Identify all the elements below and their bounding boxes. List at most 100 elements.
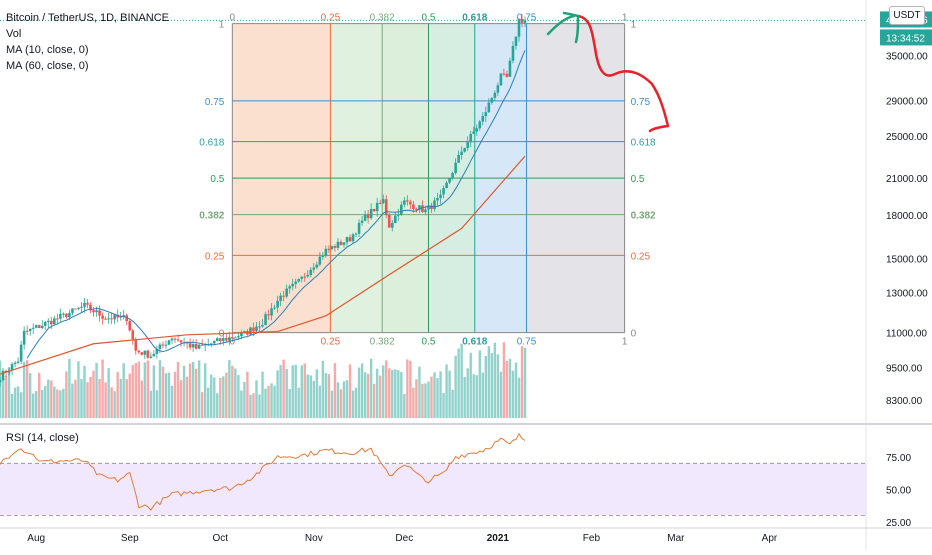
candle-body [490, 97, 494, 103]
red-projection-drawing [576, 14, 670, 133]
volume-bar [294, 364, 297, 418]
volume-bar [463, 376, 466, 418]
volume-bar [478, 350, 481, 418]
price-tick-label: 18000.00 [886, 211, 928, 222]
volume-bar [291, 365, 294, 418]
candle-body [363, 214, 367, 221]
rsi-band [0, 463, 866, 516]
candle-body [252, 327, 255, 331]
volume-bar [469, 352, 472, 418]
time-tick-label: Apr [762, 533, 778, 544]
volume-bar [143, 362, 147, 418]
volume-bar [194, 368, 198, 418]
volume-bar [185, 376, 189, 418]
fib-top-label: 0.25 [321, 13, 341, 24]
candle-body [164, 344, 168, 346]
time-axis: Aug Sep Oct Nov Dec 2021 Feb Mar Apr [27, 533, 778, 544]
volume-bar [270, 383, 273, 418]
fib-left-label: 0.618 [199, 138, 224, 149]
price-tick-label: 8300.00 [886, 396, 923, 407]
volume-bar [38, 372, 41, 418]
volume-bar [348, 364, 352, 418]
volume-bar [451, 389, 454, 418]
symbol-title[interactable]: Bitcoin / TetherUS, 1D, BINANCE [6, 12, 170, 24]
candle-body [261, 325, 264, 327]
volume-bar [475, 375, 478, 418]
volume-bar [228, 359, 231, 418]
candle-body [282, 295, 285, 297]
volume-bar [394, 369, 397, 418]
volume-bar [363, 372, 367, 418]
fib-top-label: 0.618 [462, 13, 487, 24]
volume-bar [354, 387, 358, 418]
price-tick-label: 13000.00 [886, 289, 928, 300]
volume-bar [273, 385, 276, 418]
candle-body [421, 205, 424, 213]
rsi-tick-label: 50.00 [886, 485, 911, 496]
ma60-legend[interactable]: MA (60, close, 0) [6, 60, 89, 72]
volume-bar [493, 342, 497, 418]
candle-body [170, 338, 174, 341]
candle-body [194, 344, 198, 349]
ma10-legend[interactable]: MA (10, close, 0) [6, 44, 89, 56]
ma60-line [0, 155, 526, 375]
candle-body [31, 327, 35, 329]
volume-bar [472, 374, 475, 418]
volume-bar [300, 365, 303, 418]
candle-body [86, 302, 89, 305]
candle-body [366, 214, 370, 219]
volume-bar [445, 364, 448, 418]
volume-bar [424, 383, 427, 418]
fib-right-label: 0.382 [631, 211, 656, 222]
volume-bar [101, 359, 104, 418]
candle-body [454, 162, 457, 173]
volume-bar [318, 385, 322, 418]
volume-bar [1, 378, 5, 418]
candle-body [387, 214, 391, 228]
volume-bar [288, 388, 291, 418]
fib-top-label: 1 [622, 13, 628, 24]
candle-body [315, 264, 319, 268]
volume-bar [53, 386, 56, 418]
fib-bottom-label: 0.75 [517, 337, 537, 348]
candle-body [0, 380, 2, 383]
candle-body [59, 314, 62, 319]
candle-body [146, 350, 150, 358]
volume-bar [86, 382, 89, 418]
price-tick-label: 11000.00 [886, 329, 927, 340]
candle-body [396, 214, 400, 216]
vol-legend[interactable]: Vol [6, 28, 22, 40]
candle-body [514, 36, 518, 46]
volume-bar [418, 366, 421, 418]
candle-body [188, 343, 192, 348]
volume-bar [282, 359, 285, 418]
volume-bar [460, 343, 463, 418]
currency-badge[interactable]: USDT [889, 6, 925, 25]
price-tick-label: 25000.00 [886, 132, 928, 143]
volume-bar [203, 363, 207, 418]
volume-bar [182, 365, 186, 418]
fib-right-label: 0.618 [631, 138, 656, 149]
candle-body [418, 205, 421, 210]
volume-bar [134, 363, 137, 418]
volume-bar [179, 380, 183, 418]
candle-body [62, 313, 65, 315]
rsi-legend[interactable]: RSI (14, close) [6, 432, 79, 444]
candle-body [200, 344, 204, 346]
volume-bar [375, 368, 379, 418]
time-tick-label: Dec [395, 533, 413, 544]
volume-bar [116, 371, 119, 418]
volume-bar [231, 365, 234, 418]
candle-body [511, 45, 515, 61]
candle-body [436, 198, 439, 201]
fib-right-label: 0 [631, 329, 637, 340]
volume-bar [276, 370, 279, 418]
candle-body [110, 318, 113, 320]
volume-bar [167, 372, 171, 418]
volume-bar [366, 373, 370, 418]
volume-bar [210, 374, 213, 418]
candle-body [113, 314, 116, 320]
